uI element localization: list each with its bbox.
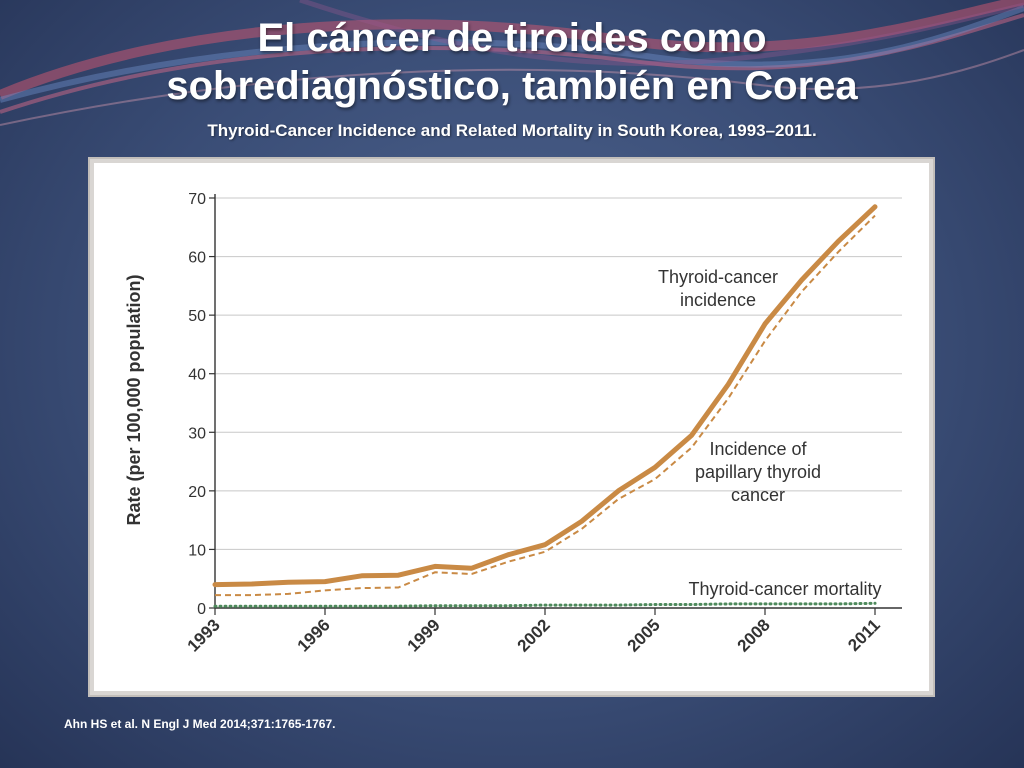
x-tick-label-1993: 1993 <box>184 615 224 655</box>
x-axis-ticks: 1993 1996 1999 2002 2005 2008 2011 <box>184 608 884 656</box>
slide-title: El cáncer de tiroides como sobrediagnóst… <box>0 14 1024 110</box>
series-label-thyroid-cancer-incidence-line-2: incidence <box>680 290 756 310</box>
series-label-incidence-of-papillary-thyroid-cancer-line-1: Incidence of <box>709 439 807 459</box>
decorative-wave-banner <box>0 0 1024 126</box>
y-axis-label: Rate (per 100,000 population) <box>124 274 144 525</box>
x-tick-label-2005: 2005 <box>624 615 664 655</box>
y-tick-label-10: 10 <box>188 542 206 559</box>
y-axis-ticks: 0 10 20 30 40 50 60 70 <box>188 191 215 618</box>
y-tick-label-40: 40 <box>188 367 206 384</box>
slide-title-line-2: sobrediagnóstico, también en Corea <box>166 64 858 108</box>
slide-subtitle: Thyroid-Cancer Incidence and Related Mor… <box>207 121 817 140</box>
series-label-incidence-of-papillary-thyroid-cancer-line-3: cancer <box>731 485 785 505</box>
series-label-thyroid-cancer-incidence-line-1: Thyroid-cancer <box>658 267 778 287</box>
chart-axes <box>214 194 902 609</box>
series-line-incidence-of-papillary-thyroid-cancer <box>215 214 876 597</box>
y-tick-label-70: 70 <box>188 191 206 208</box>
series-line-thyroid-cancer-mortality <box>213 601 877 608</box>
citation: Ahn HS et al. N Engl J Med 2014;371:1765… <box>64 717 336 731</box>
slide-title-line-1: El cáncer de tiroides como <box>257 16 767 60</box>
y-tick-label-50: 50 <box>188 308 206 325</box>
x-tick-label-2011: 2011 <box>844 615 884 655</box>
series-labels: Thyroid-cancer incidence Incidence of papil… <box>658 267 882 599</box>
series-line-thyroid-cancer-incidence <box>212 204 878 588</box>
y-tick-label-60: 60 <box>188 250 206 267</box>
series-label-thyroid-cancer-mortality-line-1: Thyroid-cancer mortality <box>688 579 881 599</box>
y-tick-label-0: 0 <box>197 601 206 618</box>
y-tick-label-20: 20 <box>188 484 206 501</box>
x-tick-label-2002: 2002 <box>514 615 554 655</box>
x-tick-label-2008: 2008 <box>734 615 774 655</box>
line-chart: 0 10 20 30 40 50 60 70 1993 1996 1999 2002 2005 2008… <box>124 191 902 656</box>
chart-series <box>212 204 878 608</box>
x-tick-label-1996: 1996 <box>294 615 334 655</box>
y-tick-label-30: 30 <box>188 425 206 442</box>
chart-grid <box>215 197 902 550</box>
x-tick-label-1999: 1999 <box>404 615 444 655</box>
series-label-incidence-of-papillary-thyroid-cancer-line-2: papillary thyroid <box>695 462 821 482</box>
